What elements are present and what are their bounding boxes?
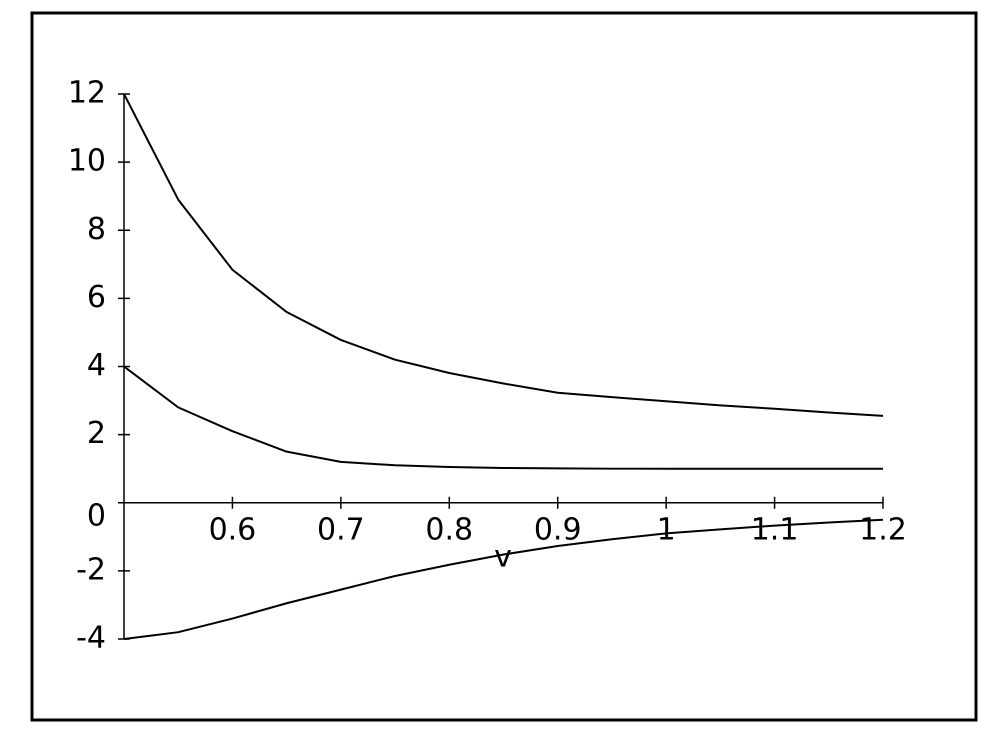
- frame: [30, 11, 978, 722]
- y-tick-label: 8: [87, 212, 106, 247]
- y-tick-label: 12: [68, 76, 106, 111]
- x-axis-label: v: [494, 540, 512, 575]
- x-tick-label: 0.6: [209, 512, 257, 547]
- line: [123, 518, 884, 640]
- line: [123, 93, 884, 417]
- line: [123, 365, 883, 470]
- y-tick-label: 2: [87, 416, 106, 451]
- x-tick-label: 1.2: [859, 512, 907, 547]
- y-tick-label: 6: [87, 280, 106, 315]
- x-tick-label: 1: [657, 512, 676, 547]
- y-tick-label: 0: [87, 498, 106, 533]
- x-tick-label: 1.1: [751, 512, 799, 547]
- y-tick-label: 10: [68, 144, 106, 179]
- y-tick-label: -4: [76, 621, 106, 656]
- y-tick-label: 4: [87, 348, 106, 383]
- x-tick-label: 0.9: [534, 512, 582, 547]
- y-tick-label: -2: [76, 552, 106, 587]
- x-tick-label: 0.8: [425, 512, 473, 547]
- x-tick-label: 0.7: [317, 512, 365, 547]
